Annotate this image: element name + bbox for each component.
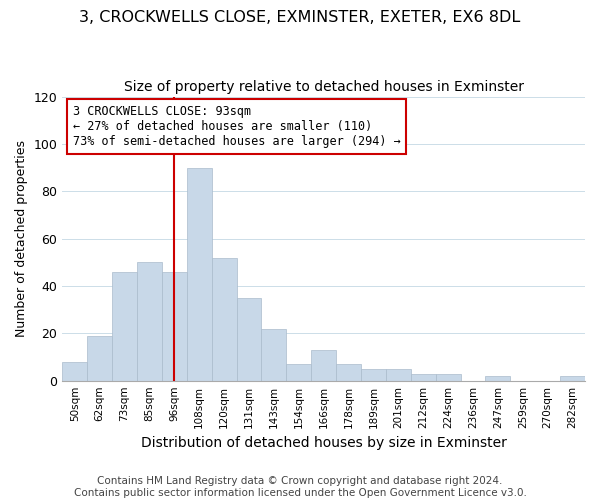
Bar [411,374,436,380]
Bar [386,369,411,380]
X-axis label: Distribution of detached houses by size in Exminster: Distribution of detached houses by size … [141,436,506,450]
Bar [560,376,585,380]
Bar [485,376,511,380]
Y-axis label: Number of detached properties: Number of detached properties [15,140,28,337]
Bar [236,298,262,380]
Bar [212,258,236,380]
Bar [137,262,162,380]
Text: 3 CROCKWELLS CLOSE: 93sqm
← 27% of detached houses are smaller (110)
73% of semi: 3 CROCKWELLS CLOSE: 93sqm ← 27% of detac… [73,105,400,148]
Bar [62,362,87,380]
Title: Size of property relative to detached houses in Exminster: Size of property relative to detached ho… [124,80,524,94]
Text: 3, CROCKWELLS CLOSE, EXMINSTER, EXETER, EX6 8DL: 3, CROCKWELLS CLOSE, EXMINSTER, EXETER, … [79,10,521,25]
Bar [361,369,386,380]
Bar [162,272,187,380]
Bar [286,364,311,380]
Bar [187,168,212,380]
Bar [436,374,461,380]
Bar [112,272,137,380]
Text: Contains HM Land Registry data © Crown copyright and database right 2024.
Contai: Contains HM Land Registry data © Crown c… [74,476,526,498]
Bar [262,328,286,380]
Bar [311,350,336,380]
Bar [87,336,112,380]
Bar [336,364,361,380]
